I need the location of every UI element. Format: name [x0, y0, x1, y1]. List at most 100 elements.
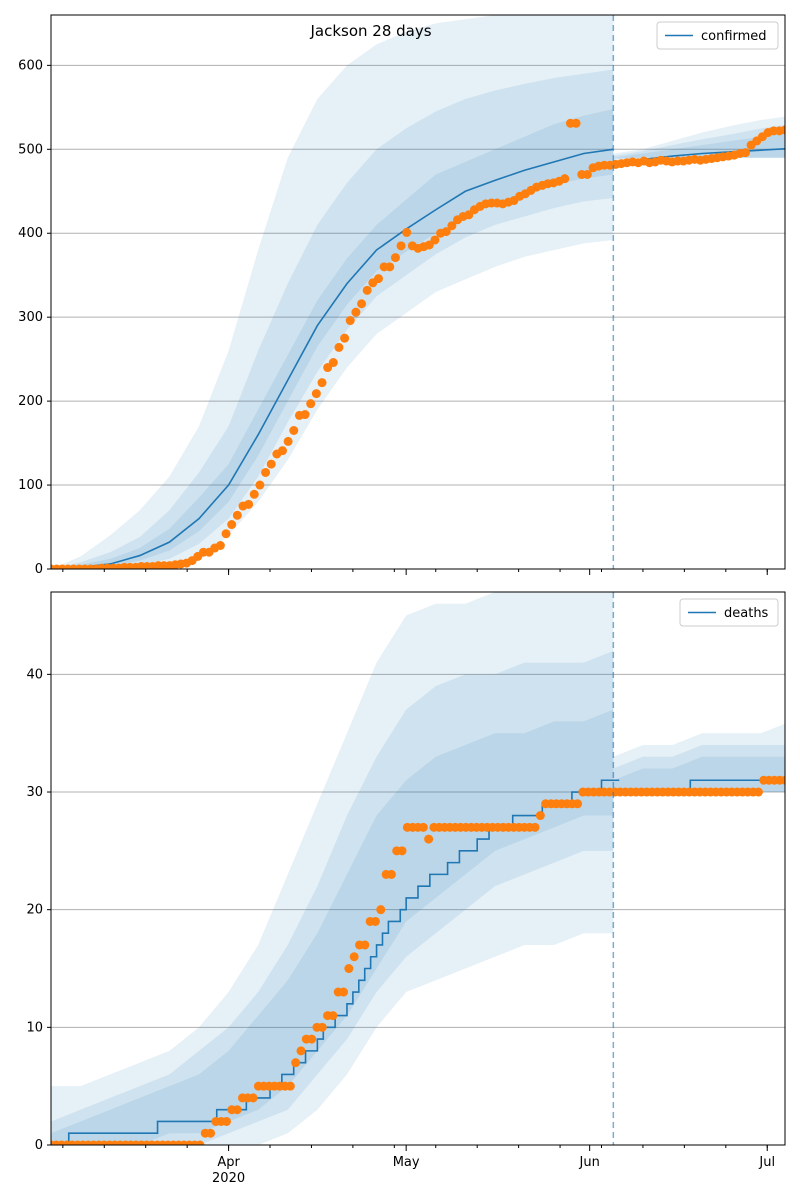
axes-frame [50, 591, 786, 1146]
observed-point [397, 846, 407, 856]
x-tick-label: Jul [758, 1155, 775, 1170]
uncertainty-band [51, 592, 614, 1145]
observed-point [195, 1140, 205, 1145]
y-tick-label: 400 [18, 226, 43, 241]
observed-point [344, 964, 354, 974]
chart-title: Jackson 28 days [309, 22, 431, 40]
y-tick-label: 30 [26, 785, 43, 800]
uncertainty-band [51, 109, 614, 569]
observed-point [328, 358, 338, 368]
uncertainty-band [51, 69, 614, 569]
observed-point [396, 241, 406, 251]
observed-point [306, 399, 316, 409]
confirmed-panel: 0 100 200 300 400 500 600 Jackson 28 days confir… [18, 14, 786, 577]
observed-point [277, 446, 287, 456]
uncertainty-band [51, 709, 614, 1145]
observed-point [582, 169, 592, 179]
model-line [51, 148, 614, 569]
legend-box [656, 21, 779, 50]
observed-point [340, 333, 350, 343]
observed-point [339, 987, 349, 997]
uncertainty-band [613, 723, 785, 793]
observed-point [418, 822, 428, 832]
plot-area [51, 592, 785, 1145]
observed-point [249, 489, 259, 499]
observed-point [780, 775, 785, 785]
legend-box [679, 598, 779, 627]
y-tick-label: 300 [18, 310, 43, 325]
observed-point [291, 1058, 301, 1068]
observed-point [244, 499, 254, 509]
observed-point [266, 459, 276, 469]
observed-point [345, 316, 355, 326]
uncertainty-band [51, 650, 614, 1145]
y-tick-label: 0 [35, 1138, 43, 1153]
observed-point [255, 480, 265, 490]
observed-point [283, 436, 293, 446]
legend-label: deaths [724, 606, 769, 621]
y-tick-label: 100 [18, 478, 43, 493]
observed-point [317, 378, 327, 388]
observed-point [261, 467, 271, 477]
y-tick-label: 200 [18, 394, 43, 409]
observed-point [376, 905, 386, 915]
observed-point [385, 262, 395, 272]
observed-point [424, 834, 434, 844]
uncertainty-band [613, 116, 785, 158]
observed-point [215, 540, 225, 550]
observed-point [285, 1081, 295, 1091]
observed-point [248, 1093, 258, 1103]
y-tick-label: 0 [35, 562, 43, 577]
x-tick-label: Jun [579, 1155, 600, 1170]
observed-point [560, 174, 570, 184]
observed-point [370, 916, 380, 926]
observed-point [349, 952, 359, 962]
x-tick-label: May [393, 1155, 420, 1170]
observed-point [317, 1022, 327, 1032]
observed-point [206, 1128, 216, 1138]
x-tick-label: Apr [217, 1155, 240, 1170]
observed-point [362, 285, 372, 295]
y-tick-label: 20 [26, 903, 43, 918]
observed-point [334, 342, 344, 352]
observed-point [328, 1011, 338, 1021]
observed-point [386, 869, 396, 879]
observed-point [753, 787, 763, 797]
observed-point [740, 148, 750, 158]
observed-point [227, 520, 237, 530]
y-tick-label: 40 [26, 667, 43, 682]
observed-point [430, 235, 440, 245]
observed-point [390, 253, 400, 263]
observed-point [447, 221, 457, 231]
observed-point [780, 125, 785, 135]
plot-area [51, 15, 785, 569]
observed-point [222, 1116, 232, 1126]
observed-point [441, 227, 451, 237]
observed-point [360, 940, 370, 950]
legend-label: confirmed [701, 29, 767, 44]
observed-point [571, 118, 581, 128]
observed-point [573, 799, 583, 809]
observed-point [311, 389, 321, 399]
y-tick-label: 10 [26, 1020, 43, 1035]
observed-point [289, 426, 299, 435]
observed-point [530, 822, 540, 832]
observed-point [232, 1105, 242, 1115]
observed-point [373, 274, 383, 284]
y-tick-label: 500 [18, 142, 43, 157]
uncertainty-band [51, 15, 614, 569]
x-tick-sublabel: 2020 [212, 1171, 245, 1186]
observed-point [300, 410, 310, 420]
observed-point [232, 510, 242, 520]
y-tick-label: 600 [18, 58, 43, 73]
observed-point [357, 299, 367, 309]
observed-point [402, 227, 412, 237]
axes-frame [50, 14, 786, 570]
uncertainty-band [613, 756, 785, 793]
observed-point [221, 529, 231, 539]
observed-point [535, 811, 545, 821]
model-line [51, 779, 620, 1145]
observed-point [296, 1046, 306, 1056]
